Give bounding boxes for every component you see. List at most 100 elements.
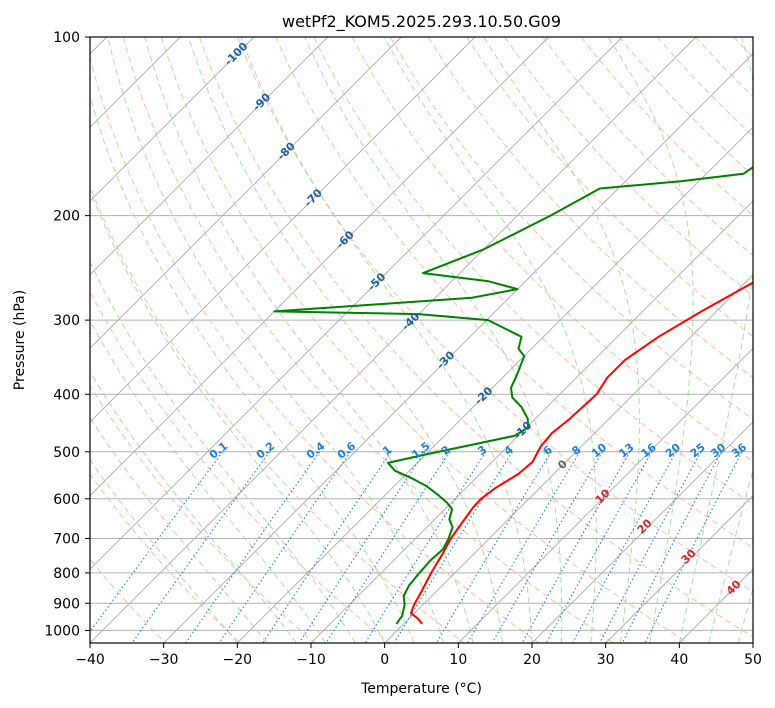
x-tick-label: 20 [523, 652, 541, 668]
mixing-ratio-line [393, 451, 513, 643]
mixing-ratio-line [621, 451, 722, 643]
moist-adiabat-line [90, 189, 386, 643]
y-axis-label: Pressure (hPa) [12, 290, 28, 390]
mixing-ratio-label: 16 [639, 440, 659, 460]
y-tick-label: 200 [53, 209, 80, 225]
isotherm-line [236, 126, 753, 643]
isotherm-line [752, 642, 753, 643]
isotherm-line [90, 37, 329, 276]
y-tick-label: 500 [53, 445, 80, 461]
y-tick-label: 700 [53, 532, 80, 548]
moist-adiabat-line [188, 37, 503, 643]
dry-adiabat-line [427, 37, 753, 379]
moist-adiabat-line [90, 416, 268, 643]
mixing-ratio-label: 2 [439, 443, 453, 458]
x-tick-label: 0 [380, 652, 389, 668]
mixing-ratio-label: 0.6 [335, 439, 359, 461]
dry-adiabat-line [90, 290, 390, 643]
mixing-ratio-line [90, 451, 224, 633]
mixing-ratio-label: 3 [475, 443, 489, 458]
isotherm-label: -10 [511, 419, 534, 442]
moist-adiabat-label: 20 [635, 516, 655, 536]
mixing-ratio-line [644, 451, 743, 643]
moist-adiabat-line [607, 37, 694, 643]
mixing-ratio-label: 30 [708, 440, 728, 460]
dry-adiabat-line [313, 37, 753, 505]
mixing-ratio-label: 20 [663, 440, 683, 460]
y-tick-label: 800 [53, 566, 80, 582]
isotherm-line [384, 274, 753, 643]
mixing-ratio-label: 0.2 [254, 439, 277, 461]
moist-adiabat-line [90, 319, 327, 643]
x-tick-label: −30 [149, 652, 179, 668]
mixing-ratio-line [545, 451, 653, 643]
isotherm-label: -80 [275, 139, 298, 162]
mixing-ratio-line [364, 451, 487, 643]
moist-adiabat-label: 40 [724, 577, 744, 597]
y-tick-label: 300 [53, 313, 80, 329]
x-axis-label: Temperature (°C) [360, 681, 482, 697]
moist-adiabat-line [90, 458, 238, 643]
isotherm-line [90, 37, 476, 423]
x-axis: −40 −30 −20 −10 0 10 20 30 40 50 [75, 643, 762, 668]
x-tick-label: 50 [744, 652, 762, 668]
y-axis: 100 200 300 400 500 600 700 800 900 1000 [44, 30, 90, 639]
mixing-ratio-label: 0.1 [207, 439, 230, 461]
plot-area [90, 37, 753, 643]
isotherm-label: -30 [434, 348, 457, 371]
isotherm-line [163, 53, 753, 643]
isotherm-line [457, 347, 753, 643]
isotherm-label: -100 [222, 39, 251, 68]
y-tick-label: 100 [53, 30, 80, 46]
moist-adiabat-line [90, 370, 297, 643]
x-tick-label: 10 [449, 652, 467, 668]
dry-adiabat-line [351, 37, 753, 463]
x-tick-label: 30 [597, 652, 615, 668]
x-tick-label: −20 [223, 652, 253, 668]
isotherm-label: -90 [250, 90, 273, 113]
dry-adiabat-line [695, 37, 753, 98]
mixing-ratio-line [572, 451, 677, 643]
isotherm-label: -70 [302, 186, 325, 209]
mixing-ratio-label: 10 [589, 440, 609, 460]
dry-adiabat-line [90, 384, 316, 643]
dry-adiabat-line [90, 558, 166, 643]
dry-adiabat-line [389, 37, 753, 420]
dry-adiabat-line [580, 37, 753, 216]
moist-adiabat-line [383, 37, 597, 643]
mixing-ratio-line [298, 451, 426, 643]
x-tick-label: −10 [296, 652, 326, 668]
mixing-ratio-label: 4 [502, 443, 516, 458]
mixing-ratio-label: 6 [541, 443, 555, 458]
moist-adiabat-line [144, 37, 474, 643]
isotherm-line [531, 421, 753, 643]
temperature-profile-line [409, 281, 753, 625]
isotherm-line [90, 37, 623, 570]
mixing-ratio-line [185, 451, 321, 643]
dry-adiabat-line [90, 55, 540, 643]
moist-adiabat-line [240, 37, 533, 643]
moist-adiabat-line [107, 37, 445, 643]
isotherm-line [310, 200, 753, 643]
mixing-ratio-line [435, 451, 552, 643]
dry-adiabat-line [733, 37, 753, 58]
dry-adiabat-line [199, 37, 753, 638]
x-tick-label: −40 [75, 652, 105, 668]
isotherm-label: -60 [334, 228, 357, 251]
y-tick-label: 1000 [44, 623, 80, 639]
mixing-ratio-label: 13 [616, 441, 636, 461]
moist-adiabat-line [708, 467, 753, 643]
isotherm-line [605, 495, 753, 643]
moist-adiabat-line [678, 37, 753, 643]
dry-adiabat-line [90, 185, 465, 643]
mixing-ratio-line [521, 451, 631, 643]
x-tick-label: 40 [670, 652, 688, 668]
isotherm-line [90, 37, 697, 643]
isotherm-line [90, 37, 402, 349]
mixing-ratio-line [467, 451, 581, 643]
isotherm-line [90, 37, 255, 202]
moist-adiabat-line [483, 37, 640, 643]
dry-adiabat-line [657, 37, 753, 137]
isotherm-line [90, 37, 550, 497]
